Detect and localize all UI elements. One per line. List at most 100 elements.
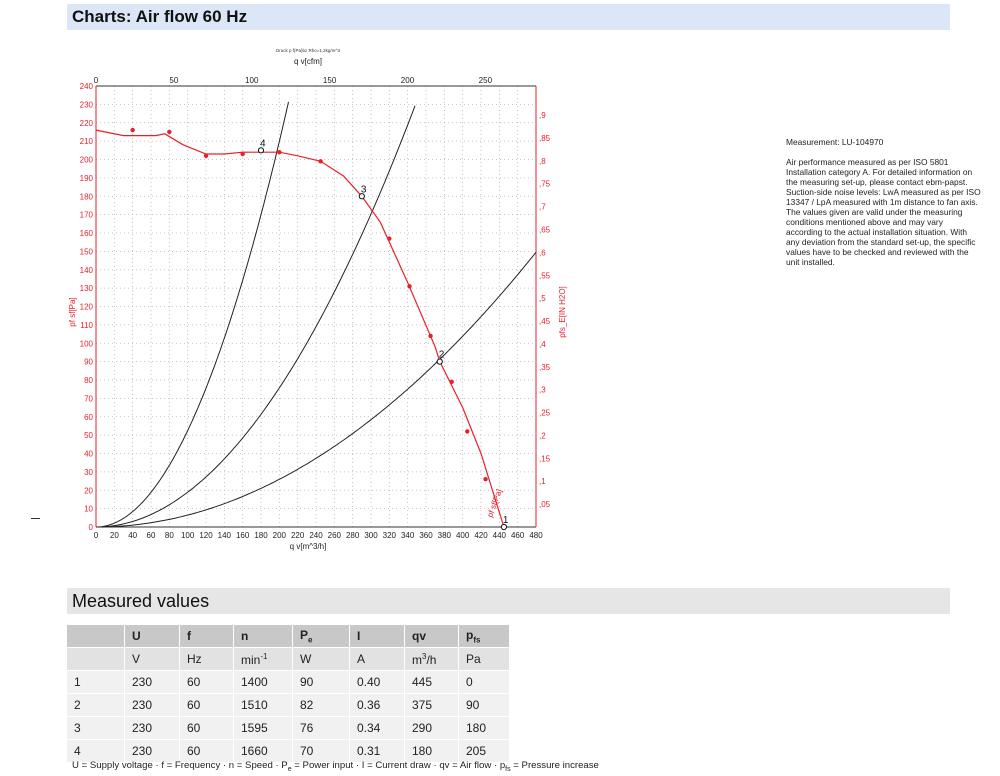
table-cell: 0.34 — [349, 716, 405, 740]
x-tick-label: 160 — [236, 531, 250, 540]
table-cell: 180 — [458, 716, 510, 740]
table-row: 3 230 60 1595 76 0.34 290 180 — [67, 716, 510, 740]
table-cell: 90 — [292, 670, 350, 694]
measured-values-header: Measured values — [67, 588, 950, 614]
curve-marker — [465, 429, 470, 434]
unit-cell: min-1 — [233, 647, 293, 671]
right-tick-label: ,3 — [539, 386, 546, 395]
y-tick-label: 0 — [89, 523, 94, 532]
x-tick-label: 400 — [456, 531, 470, 540]
table-cell: 1 — [67, 670, 125, 694]
operating-point-label: 2 — [439, 350, 445, 361]
y-tick-label: 80 — [84, 376, 93, 385]
table-cell: 0.36 — [349, 693, 405, 717]
airflow-chart: 0 20 40 60 80 100 120 140 160 180 200 220 240 260 280 3… — [68, 48, 567, 551]
unit-cell — [67, 647, 125, 671]
system-curve — [96, 251, 537, 528]
y-tick-label: 20 — [84, 486, 93, 495]
x-tick-label: 0 — [94, 531, 99, 540]
x-tick-label: 20 — [110, 531, 119, 540]
table-cell: 3 — [67, 716, 125, 740]
column-header: f — [179, 625, 234, 648]
fan-curve — [95, 129, 505, 528]
table-cell: 0 — [458, 670, 510, 694]
system-curve — [96, 105, 416, 528]
table-cell: 1660 — [233, 739, 293, 763]
right-tick-label: ,75 — [539, 180, 551, 189]
x-tick-label: 140 — [218, 531, 232, 540]
table-cell: 60 — [179, 716, 234, 740]
right-tick-label: ,55 — [539, 271, 551, 280]
top-tick-label: 0 — [94, 76, 99, 85]
right-tick-label: ,65 — [539, 225, 551, 234]
y-tick-label: 10 — [84, 505, 93, 514]
x-tick-label: 120 — [199, 531, 213, 540]
top-tick-label: 100 — [245, 76, 259, 85]
table-cell: 205 — [458, 739, 510, 763]
right-tick-label: ,25 — [539, 409, 551, 418]
table-cell: 82 — [292, 693, 350, 717]
y-tick-label: 100 — [80, 339, 94, 348]
right-tick-label: ,15 — [539, 454, 551, 463]
table-row: 1 230 60 1400 90 0.40 445 0 — [67, 670, 510, 694]
right-tick-label: ,8 — [539, 157, 546, 166]
top-tick-label: 50 — [169, 76, 178, 85]
measured-values-legend: U = Supply voltage · f = Frequency · n =… — [72, 760, 599, 773]
y-tick-label: 230 — [80, 100, 94, 109]
y-tick-label: 170 — [80, 211, 94, 220]
table-cell: 76 — [292, 716, 350, 740]
table-cell: 0.31 — [349, 739, 405, 763]
right-tick-label: ,5 — [539, 294, 546, 303]
table-cell: 230 — [124, 716, 180, 740]
y-tick-label: 240 — [80, 82, 94, 91]
y-tick-label: 140 — [80, 266, 94, 275]
operating-point-label: 1 — [503, 515, 509, 526]
table-cell: 230 — [124, 739, 180, 763]
unit-cell: V — [124, 647, 180, 671]
y-tick-label: 90 — [84, 358, 93, 367]
operating-point-marker — [358, 193, 365, 200]
right-tick-label: ,9 — [539, 111, 546, 120]
curve-marker — [428, 333, 433, 339]
margin-dash — [31, 518, 40, 519]
x-tick-label: 320 — [383, 531, 397, 540]
x-tick-label: 440 — [493, 531, 507, 540]
charts-header: Charts: Air flow 60 Hz — [67, 4, 950, 30]
unit-cell: Pa — [458, 647, 510, 671]
table-cell: 290 — [404, 716, 459, 740]
operating-point-marker — [500, 523, 508, 531]
x-axis-label: q v[m^3/h] — [290, 542, 327, 551]
x-tick-label: 480 — [529, 531, 543, 540]
table-row: 2 230 60 1510 82 0.36 375 90 — [67, 693, 510, 717]
operating-point-label: 4 — [260, 138, 266, 149]
top-tick-label: 200 — [401, 76, 415, 85]
curve-marker — [449, 379, 454, 385]
y-tick-label: 190 — [80, 174, 94, 183]
column-header: n — [233, 625, 293, 648]
y-tick-label: 180 — [80, 192, 94, 201]
x-tick-label: 100 — [181, 531, 195, 540]
table-cell: 230 — [124, 670, 180, 694]
right-tick-label: ,45 — [539, 317, 551, 326]
curve-marker — [167, 129, 172, 135]
right-tick-label: ,85 — [539, 134, 551, 143]
right-tick-label: ,35 — [539, 363, 551, 372]
x-tick-label: 200 — [273, 531, 287, 540]
curve-marker — [240, 151, 245, 157]
y-axis-right-label: pfs_E[IN H2O] — [558, 286, 567, 338]
column-header: I — [349, 625, 405, 648]
column-header — [67, 625, 125, 648]
right-tick-label: ,05 — [539, 500, 551, 509]
right-tick-label: ,6 — [539, 248, 546, 257]
x-tick-label: 300 — [364, 531, 378, 540]
top-tick-label: 150 — [323, 76, 337, 85]
table-cell: 90 — [458, 693, 510, 717]
fan-curve-label: pf sf[Pa] — [485, 488, 503, 519]
measurement-text: Air performance measured as per ISO 5801… — [786, 157, 981, 267]
y-tick-label: 150 — [80, 247, 94, 256]
column-header: U — [124, 625, 180, 648]
x-tick-label: 180 — [254, 531, 268, 540]
y-tick-label: 70 — [84, 394, 93, 403]
